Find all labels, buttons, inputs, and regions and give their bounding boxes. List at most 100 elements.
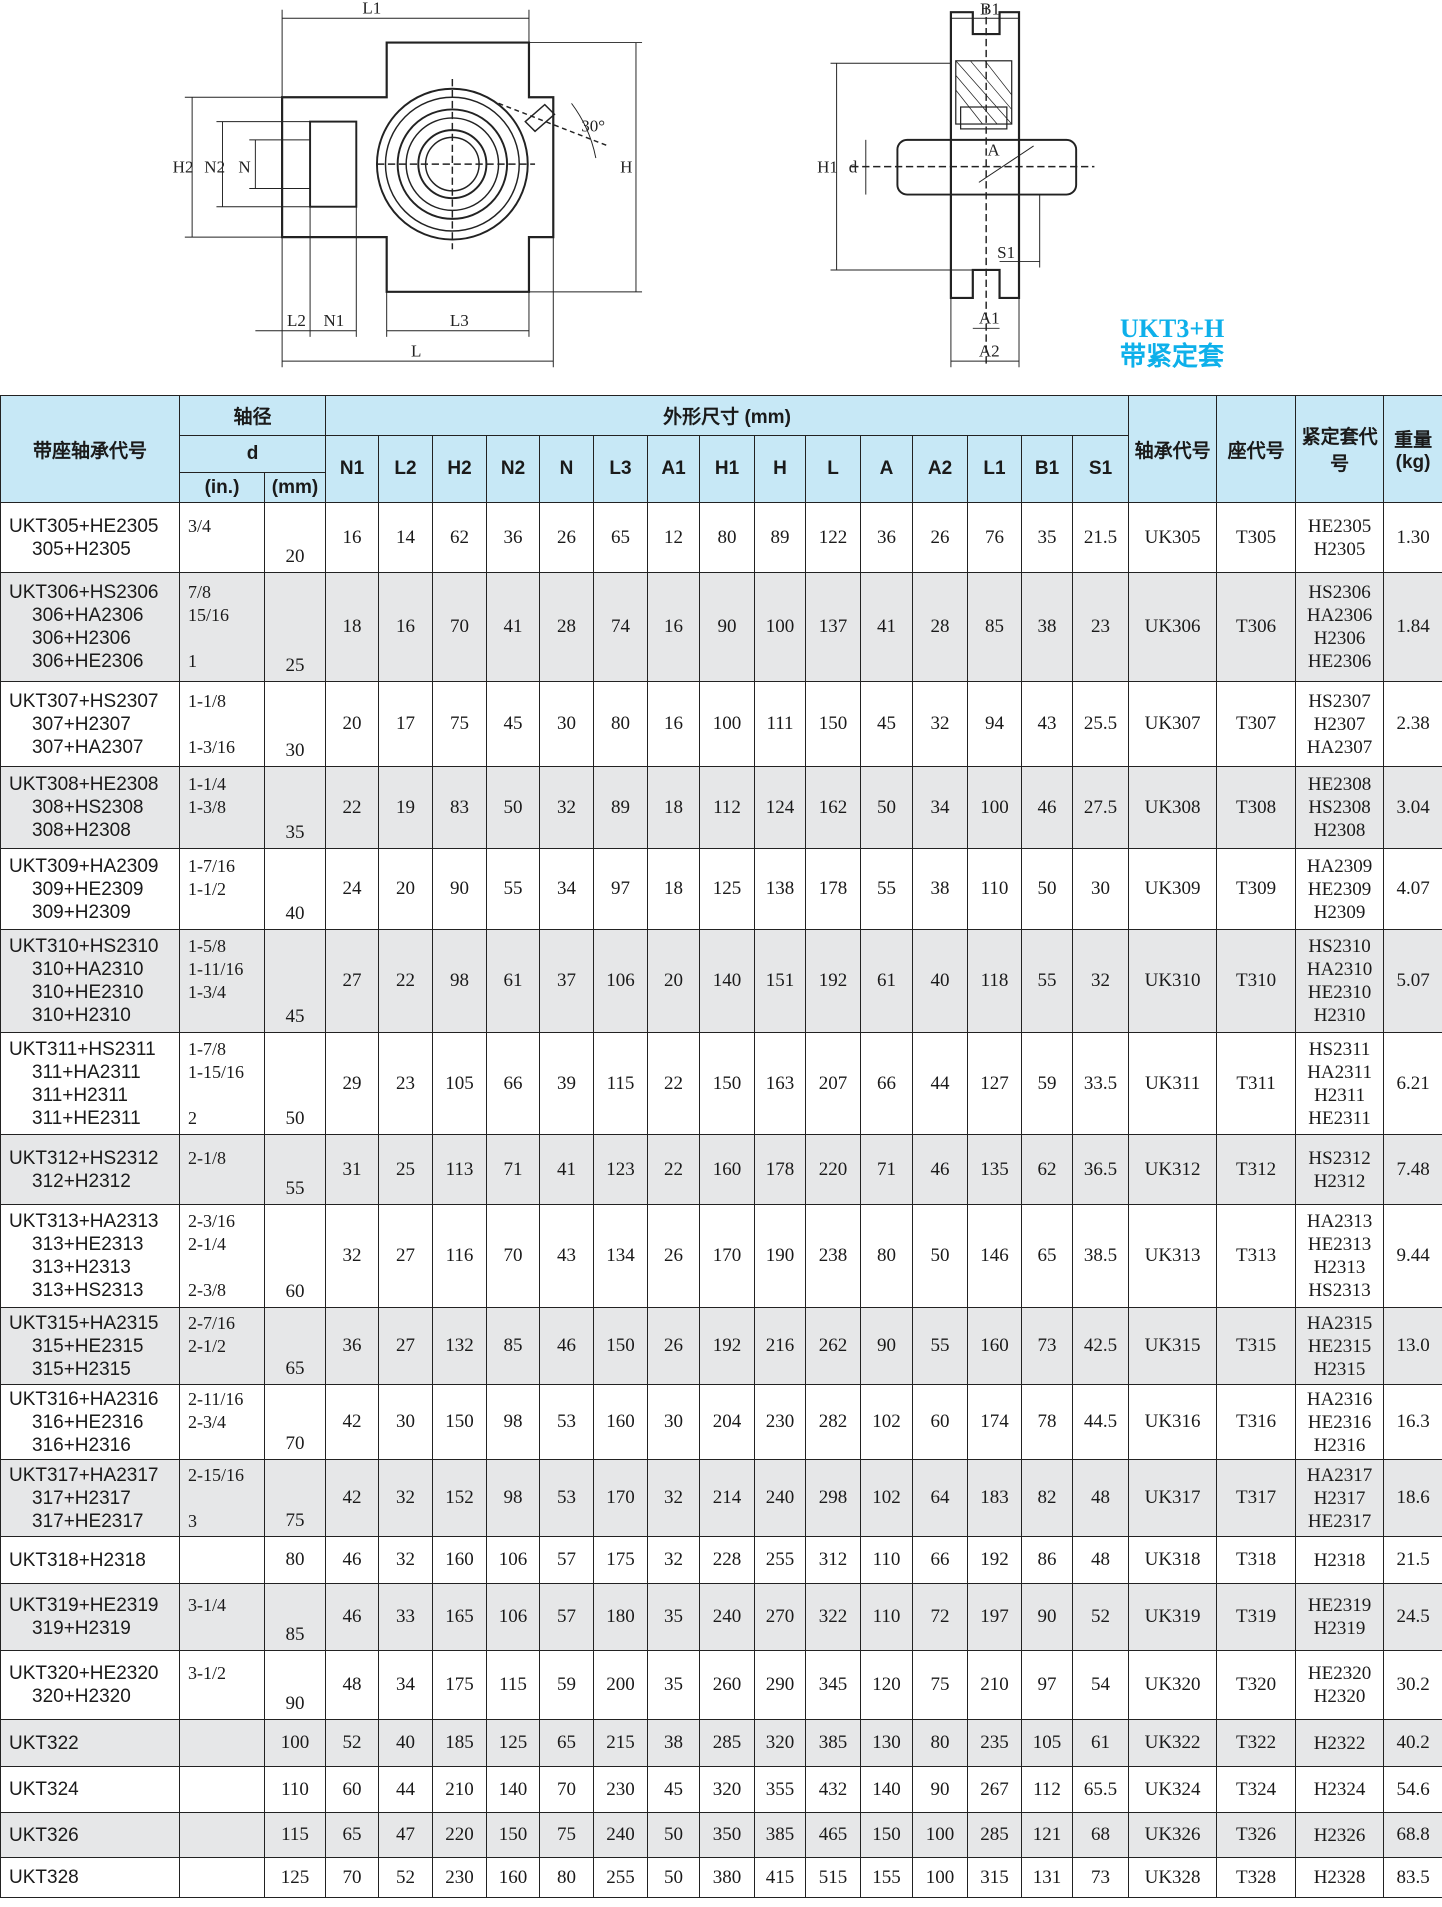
dim-cell-h: 190	[754, 1204, 807, 1308]
unit-code-cell: UKT311+HS2311 311+HA2311 311+H2311 311+HE23…	[0, 1032, 180, 1135]
dim-cell-h2: 90	[432, 848, 488, 930]
sleeve-cell: HS2312 H2312	[1295, 1134, 1385, 1205]
dim-cell-l3: 200	[593, 1650, 649, 1720]
dim-cell-n: 70	[539, 1766, 595, 1813]
sleeve-cell: HS2310 HA2310 HE2310 H2310	[1295, 929, 1385, 1033]
dim-cell-l2: 30	[378, 1384, 434, 1460]
sleeve-cell: H2318	[1295, 1536, 1385, 1584]
dim-cell-l1: 110	[967, 848, 1023, 930]
table-row: UKT307+HS2307 307+H2307 307+HA2307 1-1/8 1-…	[0, 681, 1442, 767]
dim-cell-h2: 175	[432, 1650, 488, 1720]
mm-cell: 100	[263, 1719, 327, 1767]
dim-cell-h1: 192	[699, 1307, 756, 1385]
dim-cell-h2: 132	[432, 1307, 488, 1385]
unit-code-cell: UKT316+HA2316 316+HE2316 316+H2316	[0, 1384, 180, 1460]
unit-code-cell-line: UKT308+HE2308	[9, 774, 159, 795]
dim-cell-a1: 35	[647, 1583, 701, 1651]
sleeve-cell-line: HA2311	[1307, 1061, 1372, 1083]
unit-code-cell-line: 306+HA2306	[32, 605, 144, 626]
dim-cell-l1: 267	[967, 1766, 1023, 1813]
dim-cell-a2: 60	[912, 1384, 969, 1460]
dim-cell-n2: 98	[486, 1459, 541, 1537]
dim-cell-b1: 43	[1021, 681, 1074, 767]
dim-cell-h: 89	[754, 502, 807, 573]
dim-cell-n: 34	[539, 848, 595, 930]
header-sleeve: 紧定套代号	[1295, 395, 1385, 503]
sleeve-cell: H2322	[1295, 1719, 1385, 1767]
inch-cell-line	[188, 1004, 264, 1027]
dim-cell-n1: 22	[325, 766, 380, 849]
inch-cell-line: 15/16	[188, 605, 230, 625]
dim-cell-l: 238	[805, 1204, 862, 1308]
unit-code-cell: UKT319+HE2319 319+H2319	[0, 1583, 180, 1651]
dim-cell-h: 230	[754, 1384, 807, 1460]
sleeve-cell-line: HS2308	[1308, 797, 1371, 818]
dim-cell-n2: 41	[486, 572, 541, 682]
dim-cell-n: 26	[539, 502, 595, 573]
sleeve-cell-line: HA2306	[1306, 605, 1373, 626]
dim-cell-a: 36	[860, 502, 914, 573]
inch-cell	[179, 1719, 265, 1767]
model-title: UKT3+H 带紧定套	[1120, 315, 1224, 371]
dim-cell-h: 255	[754, 1536, 807, 1584]
dim-cell-b1: 105	[1021, 1719, 1074, 1767]
dim-cell-b1: 55	[1021, 929, 1074, 1033]
dim-cell-b1: 62	[1021, 1134, 1074, 1205]
sleeve-cell-line: H2318	[1313, 1549, 1366, 1571]
dim-cell-l: 192	[805, 929, 862, 1033]
unit-code-cell-line: 313+HS2313	[32, 1280, 144, 1301]
dim-cell-a2: 100	[912, 1857, 969, 1898]
dim-cell-n: 39	[539, 1032, 595, 1135]
inch-cell-line	[188, 1170, 264, 1193]
housing-cell: T311	[1216, 1032, 1297, 1135]
dim-cell-a2: 75	[912, 1650, 969, 1720]
dim-cell-n1: 46	[325, 1583, 380, 1651]
header-weight: 重量(kg)	[1383, 395, 1442, 503]
bearing-cell: UK312	[1128, 1134, 1218, 1205]
dim-cell-l: 178	[805, 848, 862, 930]
inch-cell-line: 2-3/4	[188, 1411, 226, 1432]
sleeve-cell-line: H2328	[1313, 1867, 1366, 1888]
dim-cell-a1: 16	[647, 681, 701, 767]
mm-cell: 115	[263, 1812, 327, 1858]
unit-code-cell-line: 307+H2307	[32, 713, 131, 735]
weight-cell: 18.6	[1383, 1459, 1442, 1537]
dim-cell-l: 465	[805, 1812, 862, 1858]
dim-cell-h: 240	[754, 1459, 807, 1537]
table-row: UKT305+HE2305 305+H2305 3/4 20 16 14 62 36 26 65…	[0, 502, 1442, 573]
dim-cell-h1: 350	[699, 1812, 756, 1858]
dim-cell-h1: 160	[699, 1134, 756, 1205]
dim-cell-h2: 105	[432, 1032, 488, 1135]
dim-cell-l2: 27	[378, 1204, 434, 1308]
dim-cell-n: 53	[539, 1384, 595, 1460]
header-dim-l2: L2	[378, 435, 434, 503]
dim-cell-s1: 54	[1072, 1650, 1130, 1720]
dim-cell-h: 178	[754, 1134, 807, 1205]
label-l2: L2	[287, 311, 306, 330]
unit-code-cell: UKT328	[0, 1857, 180, 1898]
inch-cell-line	[188, 1434, 264, 1457]
unit-code-cell: UKT308+HE2308 308+HS2308 308+H2308	[0, 766, 180, 849]
inch-cell-line: 3	[188, 1510, 197, 1531]
inch-cell	[179, 1766, 265, 1813]
dim-cell-n: 41	[539, 1134, 595, 1205]
mm-cell: 65	[263, 1307, 327, 1385]
dim-cell-a2: 80	[912, 1719, 969, 1767]
mm-cell: 20	[263, 502, 327, 573]
unit-code-cell-line: UKT318+H2318	[9, 1549, 146, 1571]
dim-cell-a1: 22	[647, 1032, 701, 1135]
dim-cell-l3: 175	[593, 1536, 649, 1584]
sleeve-cell-line: HE2319	[1307, 1595, 1372, 1616]
sleeve-cell-line: HS2311	[1308, 1038, 1371, 1060]
unit-code-cell-line: UKT317+HA2317	[9, 1464, 159, 1486]
dim-cell-a1: 32	[647, 1459, 701, 1537]
sleeve-cell-line: HE2315	[1307, 1335, 1372, 1357]
inch-cell-line: 2-1/2	[188, 1335, 226, 1356]
dim-cell-l1: 285	[967, 1812, 1023, 1858]
dim-cell-h2: 165	[432, 1583, 488, 1651]
sleeve-cell-line: HE2309	[1307, 878, 1372, 900]
sleeve-cell-line: H2315	[1313, 1358, 1366, 1380]
dim-cell-a1: 35	[647, 1650, 701, 1720]
unit-code-cell: UKT317+HA2317 317+H2317 317+HE2317	[0, 1459, 180, 1537]
sleeve-cell-line: HA2315	[1306, 1312, 1373, 1334]
